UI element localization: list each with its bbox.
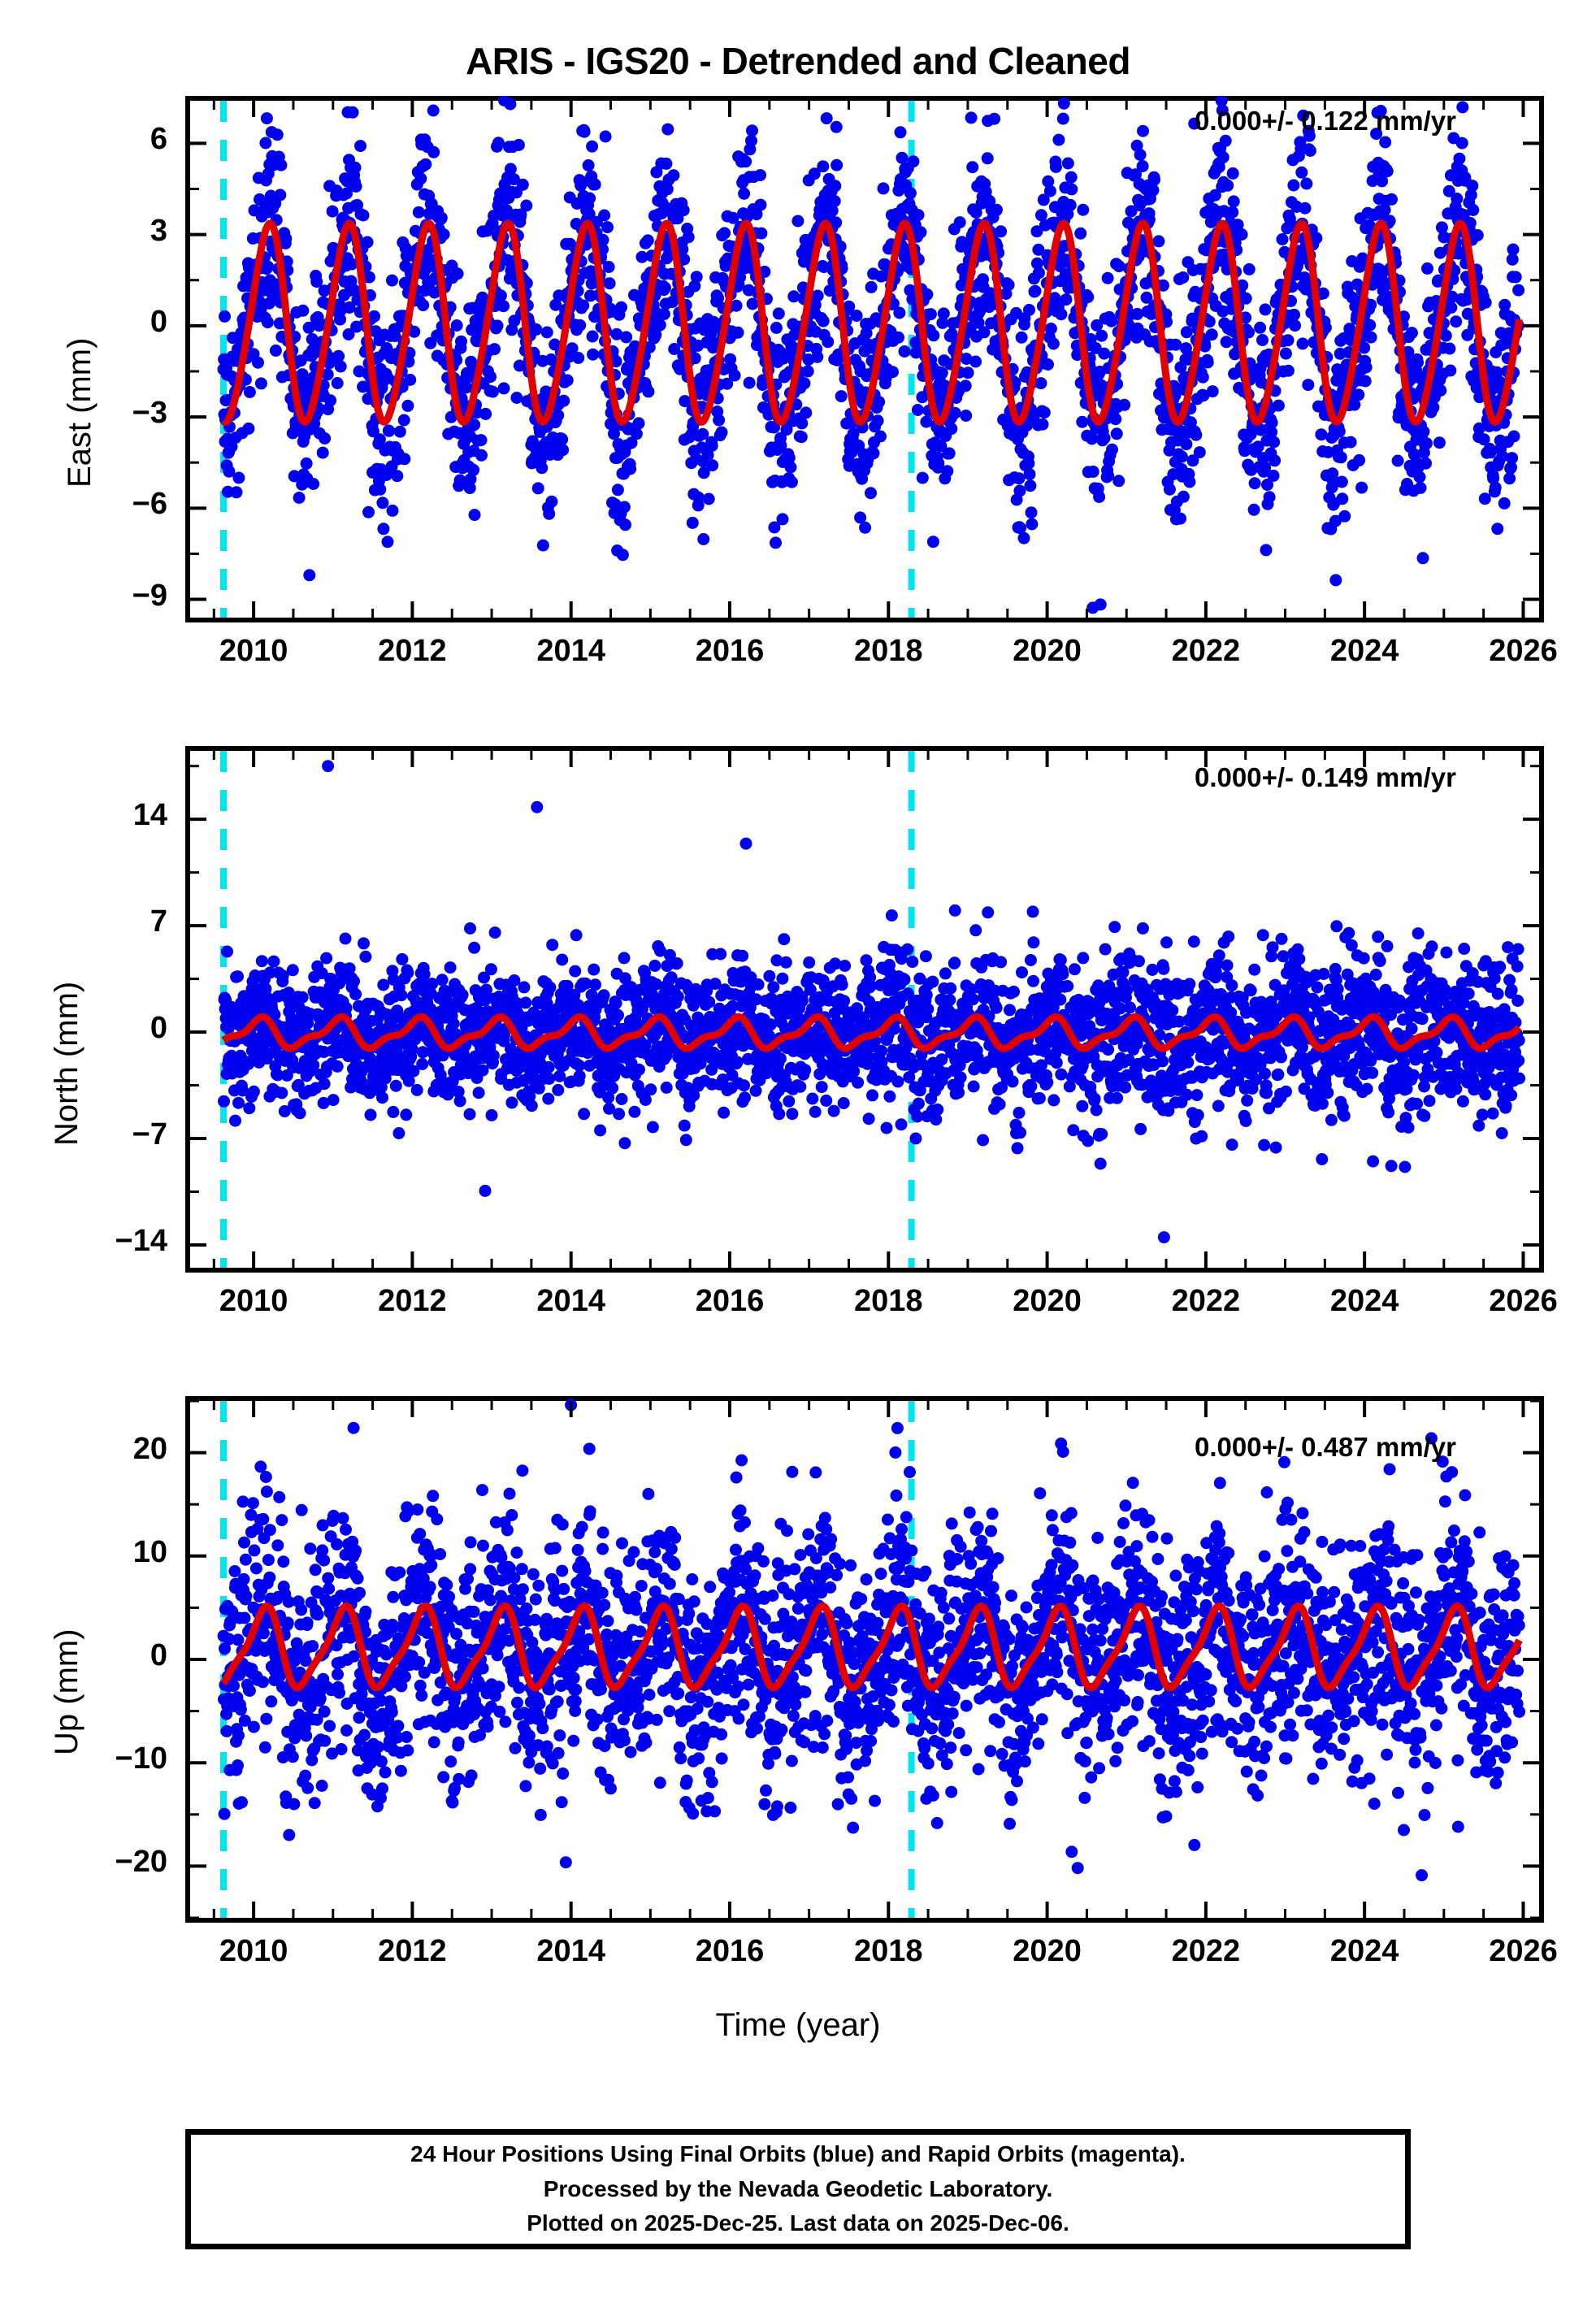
x-tick-label: 2022 (1171, 634, 1241, 668)
x-tick-label: 2014 (536, 1934, 605, 1968)
model-curve (220, 219, 1524, 426)
panel-east-plot (190, 96, 1539, 618)
x-tick-label: 2026 (1489, 1284, 1558, 1318)
x-tick-label: 2012 (378, 1284, 447, 1318)
x-tick-label: 2026 (1489, 634, 1558, 668)
x-tick-label: 2016 (695, 1284, 765, 1318)
y-tick-label: 20 (132, 1431, 167, 1466)
y-tick-label: −20 (115, 1845, 167, 1880)
x-tick-label: 2020 (1013, 1934, 1082, 1968)
x-tick-label: 2016 (695, 634, 765, 668)
y-tick-label: −9 (132, 578, 167, 613)
x-tick-label: 2020 (1013, 1284, 1082, 1318)
model-curve (220, 1013, 1523, 1052)
footer-line-2: Processed by the Nevada Geodetic Laborat… (543, 2175, 1053, 2201)
y-tick-label: 3 (150, 213, 167, 248)
data-points (218, 760, 1526, 1244)
x-tick-label: 2022 (1171, 1284, 1241, 1318)
model-curve (220, 1603, 1523, 1692)
y-tick-label: −14 (115, 1223, 167, 1258)
page-title: ARIS - IGS20 - Detrended and Cleaned (466, 40, 1130, 82)
x-tick-label: 2020 (1013, 634, 1082, 668)
panel-east (185, 96, 1544, 622)
y-tick-label: 0 (150, 1638, 167, 1672)
panel-north-rate-annotation: 0.000+/- 0.149 mm/yr (1195, 762, 1456, 792)
x-tick-label: 2010 (219, 634, 288, 668)
x-tick-label: 2016 (695, 1934, 765, 1968)
footer-line-3: Plotted on 2025-Dec-25. Last data on 202… (527, 2210, 1069, 2236)
x-tick-label: 2018 (854, 1934, 923, 1968)
x-tick-label: 2014 (536, 634, 605, 668)
x-tick-label: 2010 (219, 1284, 288, 1318)
y-tick-label: 0 (150, 304, 167, 339)
y-tick-label: 10 (132, 1534, 167, 1569)
y-tick-label: 6 (150, 122, 167, 157)
panel-east-rate-annotation: 0.000+/- 0.122 mm/yr (1195, 106, 1456, 136)
footer-note-box: 24 Hour Positions Using Final Orbits (bl… (185, 2129, 1411, 2249)
y-tick-label: −6 (132, 487, 167, 522)
x-tick-label: 2024 (1329, 1934, 1399, 1968)
data-points (217, 1399, 1526, 1882)
footer-line-1: 24 Hour Positions Using Final Orbits (bl… (410, 2141, 1186, 2167)
panel-north-plot (190, 751, 1539, 1268)
x-tick-label: 2024 (1329, 1284, 1399, 1318)
y-tick-label: −7 (132, 1117, 167, 1152)
y-tick-label: 7 (150, 904, 167, 939)
y-tick-label: −10 (115, 1741, 167, 1776)
panel-up (185, 1396, 1544, 1923)
x-tick-label: 2012 (378, 1934, 447, 1968)
panel-up-rate-annotation: 0.000+/- 0.487 mm/yr (1195, 1432, 1456, 1462)
x-tick-label: 2010 (219, 1934, 288, 1968)
x-tick-label: 2024 (1329, 634, 1399, 668)
y-tick-label: 0 (150, 1011, 167, 1046)
y-tick-label: 14 (132, 798, 167, 833)
panel-north (185, 746, 1544, 1273)
x-tick-label: 2012 (378, 634, 447, 668)
x-tick-label: 2014 (536, 1284, 605, 1318)
y-tick-label: −3 (132, 396, 167, 431)
x-tick-label: 2018 (854, 1284, 923, 1318)
panel-up-plot (190, 1399, 1539, 1919)
x-tick-label: 2022 (1171, 1934, 1241, 1968)
data-points (217, 96, 1525, 614)
x-tick-label: 2026 (1489, 1934, 1558, 1968)
x-tick-label: 2018 (854, 634, 923, 668)
x-axis-title: Time (year) (715, 2007, 881, 2043)
